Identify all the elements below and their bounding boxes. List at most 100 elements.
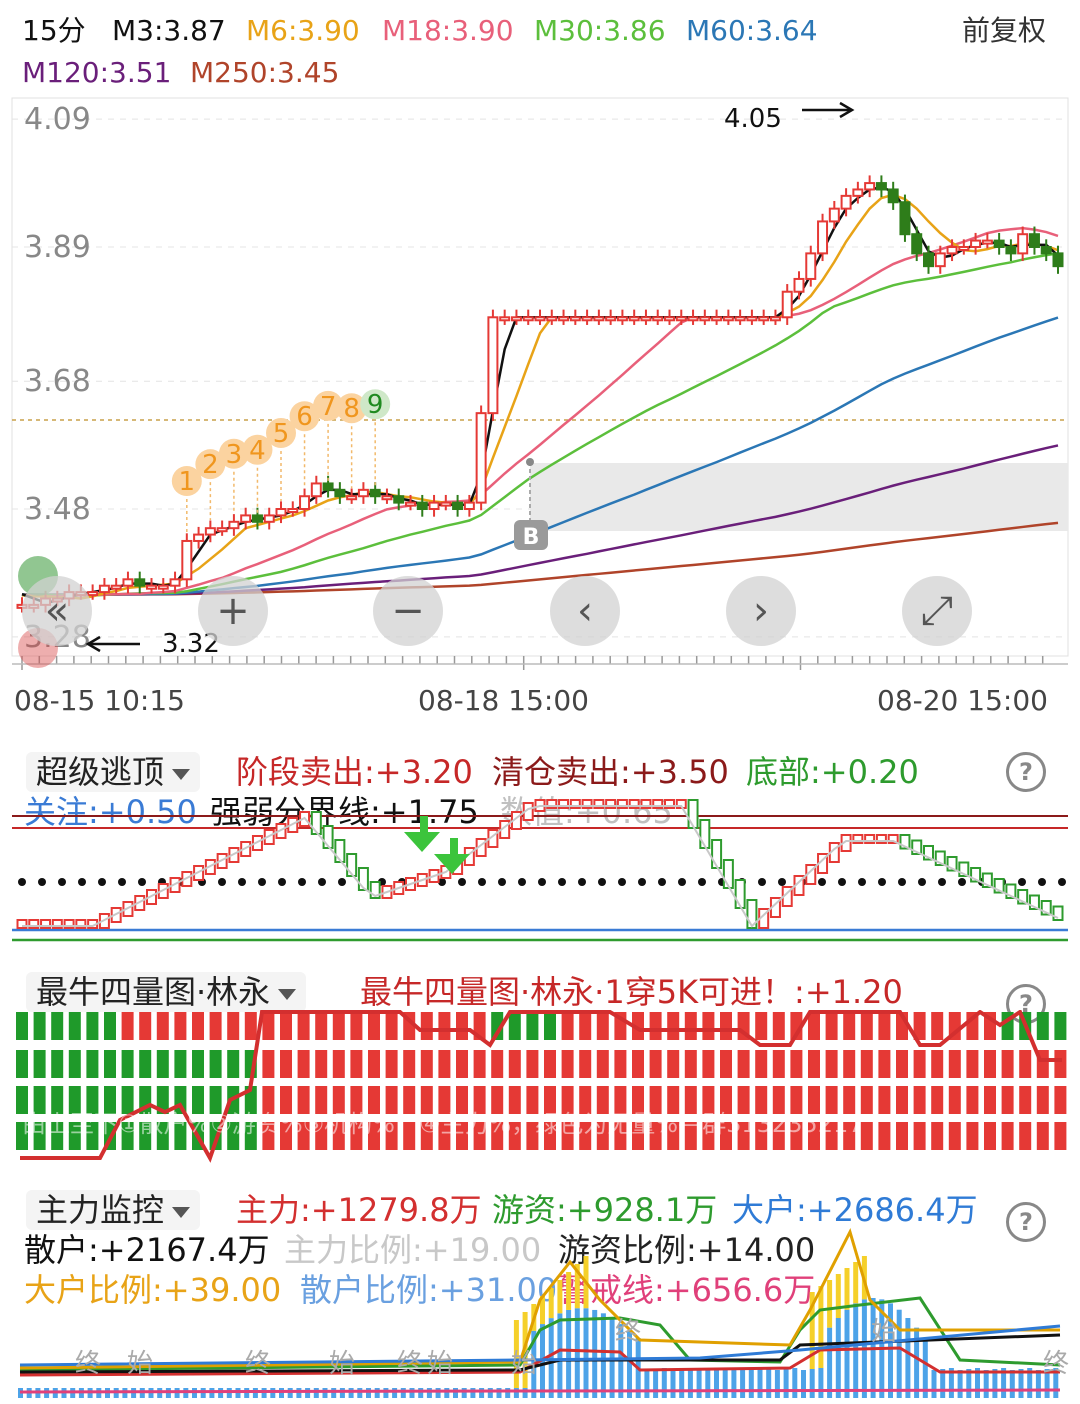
prev-page-button[interactable]: « <box>22 576 92 646</box>
volume-cell <box>860 1050 873 1078</box>
main-force-value: 主力:+1279.8万 <box>236 1191 482 1229</box>
td-count-label-6: 7 <box>320 392 337 422</box>
volume-cell <box>931 1050 944 1078</box>
escape-bar <box>569 799 581 809</box>
scroll-left-button[interactable]: ‹ <box>550 576 620 646</box>
period-mark-9: 始 <box>511 1349 537 1379</box>
volume-cell <box>843 1050 856 1078</box>
volume-cell <box>456 1086 468 1114</box>
candle <box>793 277 805 293</box>
td-count-label-3: 4 <box>249 436 266 466</box>
candle <box>499 316 511 322</box>
retail-bar <box>409 1388 415 1398</box>
threshold-dot <box>138 878 146 886</box>
candle <box>369 488 381 498</box>
help-icon[interactable]: ? <box>1006 752 1046 792</box>
td-bubble <box>289 401 320 432</box>
volume-cell <box>1019 1050 1032 1078</box>
candle <box>475 412 487 504</box>
volume-cell <box>544 1122 556 1150</box>
candle <box>546 316 558 322</box>
volume-cell <box>1054 1050 1067 1078</box>
volume-cell <box>456 1050 468 1078</box>
retail-bar <box>948 1368 954 1398</box>
volume-cell <box>755 1050 768 1078</box>
volume-cell <box>33 1122 46 1150</box>
indicator-selector-3[interactable]: 主力监控 <box>26 1190 201 1230</box>
big-holder-bar <box>557 1280 563 1314</box>
indicator-selector-2-label: 最牛四量图·林永 <box>36 973 271 1011</box>
volume-cell <box>579 1086 592 1114</box>
volume-cell <box>772 1012 785 1040</box>
volume-cell <box>913 1122 926 1150</box>
indicator-selector-1[interactable]: 超级逃顶 <box>26 752 201 792</box>
focus-value: 关注:+0.50 <box>24 793 197 831</box>
volume-cell <box>297 1086 310 1114</box>
candle <box>216 527 228 533</box>
candle <box>98 584 110 594</box>
scroll-right-button[interactable]: › <box>726 576 796 646</box>
volume-cell <box>614 1086 627 1114</box>
escape-bar <box>675 799 687 809</box>
period-mark-8: 终 <box>1043 1349 1069 1379</box>
retail-bar <box>1018 1369 1024 1398</box>
volume-cell <box>596 1086 609 1114</box>
td-bubble <box>171 465 202 496</box>
buy-signal-marker: B <box>514 458 548 550</box>
volume-cell <box>508 1086 521 1114</box>
retail-bar <box>888 1303 893 1398</box>
volume-cell <box>508 1012 521 1040</box>
candle <box>840 194 852 210</box>
candle <box>146 584 157 590</box>
volume-cell <box>227 1012 240 1040</box>
escape-bar <box>993 878 1005 894</box>
td-count-label-2: 3 <box>226 440 243 470</box>
retail-bar <box>392 1388 398 1398</box>
volume-cell <box>68 1122 81 1150</box>
threshold-dot <box>258 878 266 886</box>
retail-bar <box>670 1370 676 1398</box>
volume-cell <box>896 1086 908 1114</box>
escape-bar <box>63 919 75 929</box>
candle <box>322 482 334 491</box>
retail-bar <box>731 1369 737 1398</box>
ma120-line <box>22 444 1059 596</box>
escape-bar <box>923 845 934 861</box>
threshold-dot <box>658 878 666 886</box>
retail-bar <box>740 1368 746 1398</box>
threshold-dot <box>338 878 346 886</box>
td-count-label-1: 2 <box>202 450 219 480</box>
volume-cell <box>948 1086 961 1114</box>
td-count-label-8: 9 <box>367 390 384 420</box>
candle <box>510 316 522 322</box>
volume-cell <box>737 1050 750 1078</box>
volume-cell <box>315 1050 328 1078</box>
fullscreen-button[interactable]: ⤢ <box>902 576 972 646</box>
zoom-in-button[interactable]: + <box>198 576 268 646</box>
zoom-out-button[interactable]: − <box>373 576 443 646</box>
adjust-toggle[interactable]: 前复权 <box>962 14 1047 47</box>
volume-cell <box>808 1050 820 1078</box>
indicator-selector-2[interactable]: 最牛四量图·林永 <box>26 972 307 1012</box>
numeric-line <box>22 805 1059 928</box>
volume-cell <box>931 1086 944 1114</box>
escape-bar <box>558 799 570 809</box>
candle <box>758 316 770 322</box>
volume-cell <box>948 1050 961 1078</box>
retail-bar <box>322 1388 328 1398</box>
volume-cell <box>544 1050 556 1078</box>
escape-bar <box>887 834 899 844</box>
volume-cell <box>684 1122 697 1150</box>
volume-cell <box>843 1012 856 1040</box>
stage-sell-value: 阶段卖出:+3.20 <box>236 753 473 791</box>
threshold-dot <box>758 878 766 886</box>
volume-cell <box>33 1050 46 1078</box>
retail-bar <box>1027 1368 1033 1398</box>
hot-money-value: 游资:+928.1万 <box>492 1191 718 1229</box>
volume-cell <box>966 1050 979 1078</box>
volume-cell <box>1036 1086 1049 1114</box>
volume-cell <box>808 1122 820 1150</box>
help-icon[interactable]: ? <box>1006 1202 1046 1242</box>
period-label[interactable]: 15分 <box>22 14 86 47</box>
